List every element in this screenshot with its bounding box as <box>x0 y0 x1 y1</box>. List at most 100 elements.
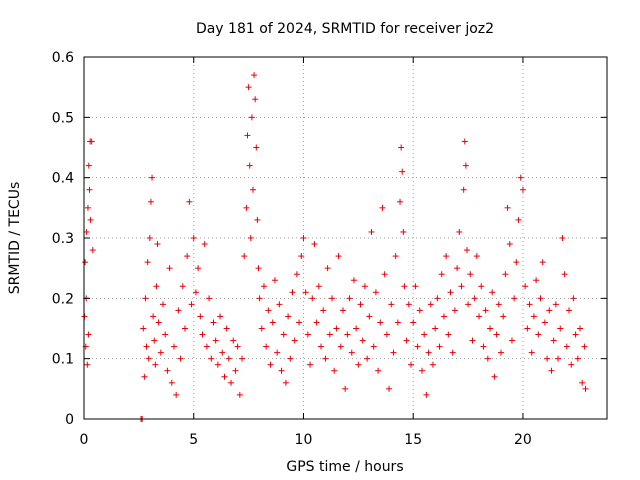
data-point <box>302 289 309 296</box>
data-point <box>230 337 237 344</box>
data-point <box>440 313 447 320</box>
data-point <box>581 343 588 350</box>
data-point <box>203 343 210 350</box>
data-point <box>530 313 537 320</box>
data-point <box>469 337 476 344</box>
data-point <box>546 307 553 314</box>
data-point <box>324 265 331 272</box>
data-point <box>141 373 148 380</box>
data-point <box>253 144 260 151</box>
data-point <box>504 204 511 211</box>
data-points <box>81 72 589 422</box>
data-point <box>181 325 188 332</box>
x-tick-label: 5 <box>189 432 198 448</box>
data-point <box>184 253 191 260</box>
data-point <box>147 198 154 205</box>
data-point <box>418 367 425 374</box>
data-point <box>579 379 586 386</box>
data-point <box>381 271 388 278</box>
data-point <box>179 283 186 290</box>
data-point <box>467 271 474 278</box>
data-point <box>318 343 325 350</box>
data-point <box>425 349 432 356</box>
x-tick-label: 10 <box>295 432 313 448</box>
data-point <box>186 198 193 205</box>
grid-lines <box>84 57 607 419</box>
data-point <box>465 301 472 308</box>
data-point <box>201 241 208 248</box>
data-point <box>443 253 450 260</box>
data-point <box>188 301 195 308</box>
data-point <box>192 289 199 296</box>
data-point <box>271 277 278 284</box>
data-point <box>357 301 364 308</box>
data-point <box>143 343 150 350</box>
y-tick-label: 0.6 <box>52 50 74 66</box>
data-point <box>500 313 507 320</box>
data-point <box>214 361 221 368</box>
data-point <box>326 331 333 338</box>
data-point <box>307 361 314 368</box>
data-point <box>405 301 412 308</box>
data-point <box>249 186 256 193</box>
data-point <box>364 355 371 362</box>
x-tick-label: 20 <box>514 432 532 448</box>
data-point <box>177 355 184 362</box>
data-point <box>508 337 515 344</box>
data-point <box>461 138 468 145</box>
data-point <box>199 331 206 338</box>
data-point <box>150 313 157 320</box>
data-point <box>552 301 559 308</box>
data-point <box>313 319 320 326</box>
data-point <box>493 331 500 338</box>
data-point <box>487 325 494 332</box>
data-point <box>145 355 152 362</box>
data-point <box>234 343 241 350</box>
data-point <box>149 174 156 181</box>
data-point <box>427 301 434 308</box>
data-point <box>366 313 373 320</box>
data-point <box>344 331 351 338</box>
data-point <box>460 186 467 193</box>
data-point <box>223 325 230 332</box>
data-point <box>241 253 248 260</box>
data-point <box>195 265 202 272</box>
data-point <box>153 283 160 290</box>
data-point <box>388 301 395 308</box>
data-point <box>484 355 491 362</box>
data-point <box>432 325 439 332</box>
x-tick-label: 0 <box>80 432 89 448</box>
data-point <box>577 325 584 332</box>
data-point <box>170 343 177 350</box>
data-point <box>559 235 566 241</box>
data-point <box>267 361 274 368</box>
data-point <box>87 216 94 223</box>
data-point <box>333 325 340 332</box>
data-point <box>210 319 217 326</box>
data-point <box>482 307 489 314</box>
data-point <box>408 361 415 368</box>
data-point <box>228 379 235 386</box>
data-point <box>225 355 232 362</box>
data-point <box>248 114 255 121</box>
data-point <box>335 253 342 260</box>
data-point <box>447 289 454 296</box>
data-point <box>456 228 463 235</box>
x-tick-label: 15 <box>404 432 422 448</box>
data-point <box>370 343 377 350</box>
data-point <box>236 391 243 398</box>
data-point <box>423 391 430 398</box>
y-tick-label: 0 <box>65 412 74 428</box>
data-point <box>256 295 263 302</box>
data-point <box>401 283 408 290</box>
data-point <box>309 295 316 302</box>
data-point <box>263 343 270 350</box>
data-point <box>454 265 461 272</box>
data-point <box>390 349 397 356</box>
data-point <box>84 361 91 368</box>
data-point <box>403 337 410 344</box>
data-point <box>361 283 368 290</box>
data-point <box>414 343 421 350</box>
data-point <box>555 355 562 362</box>
data-point <box>339 307 346 314</box>
